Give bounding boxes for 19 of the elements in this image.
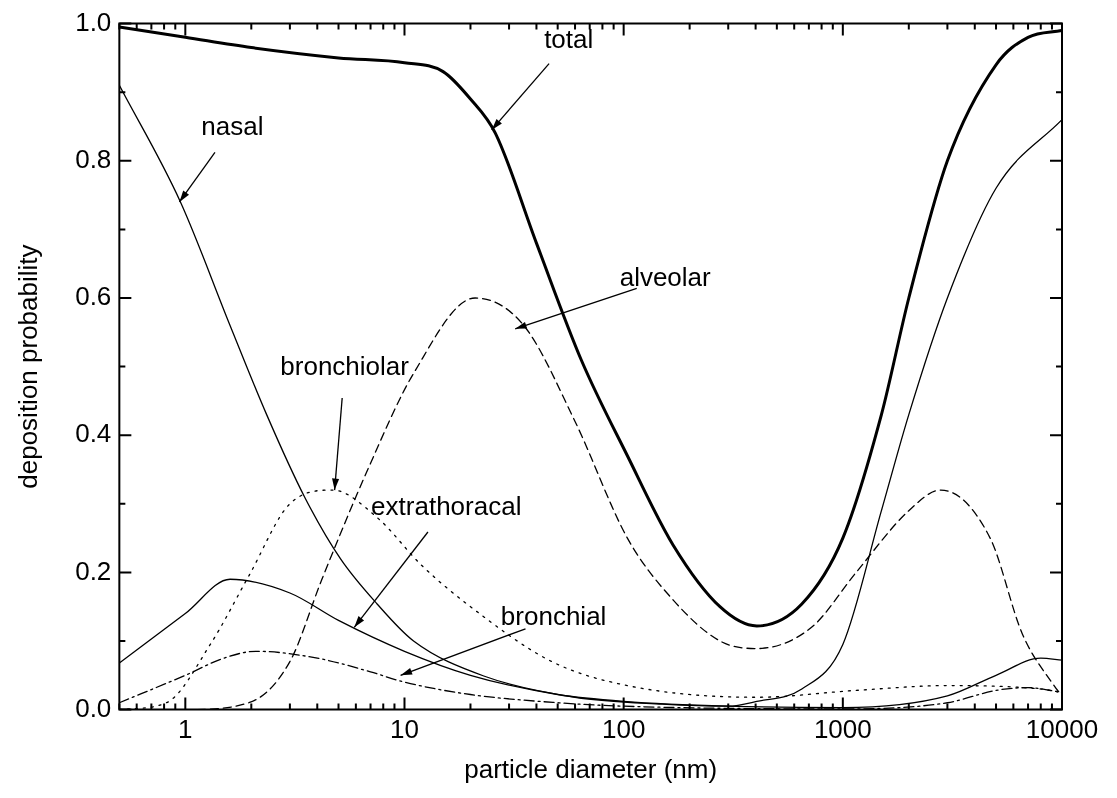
y-tick-label: 0.2 — [75, 555, 112, 586]
y-tick-label: 0.6 — [75, 281, 112, 312]
y-tick-label: 0.4 — [75, 418, 112, 449]
x-tick-label: 1 — [178, 714, 193, 745]
annotation: bronchiolar — [280, 351, 410, 382]
annotation: nasal — [201, 111, 264, 142]
annotation: extrathoracal — [371, 491, 522, 522]
x-tick-label: 10 — [390, 714, 419, 745]
x-tick-label: 10000 — [1025, 714, 1099, 745]
y-tick-label: 1.0 — [75, 6, 112, 37]
y-tick-label: 0.0 — [75, 692, 112, 723]
y-axis-title: deposition probability — [12, 244, 43, 489]
annotation: bronchial — [500, 601, 607, 632]
x-tick-label: 100 — [601, 714, 646, 745]
annotation: total — [544, 24, 594, 55]
annotation: alveolar — [619, 262, 712, 293]
x-axis-title: particle diameter (nm) — [464, 753, 718, 784]
y-tick-label: 0.8 — [75, 143, 112, 174]
x-tick-label: 1000 — [813, 714, 872, 745]
